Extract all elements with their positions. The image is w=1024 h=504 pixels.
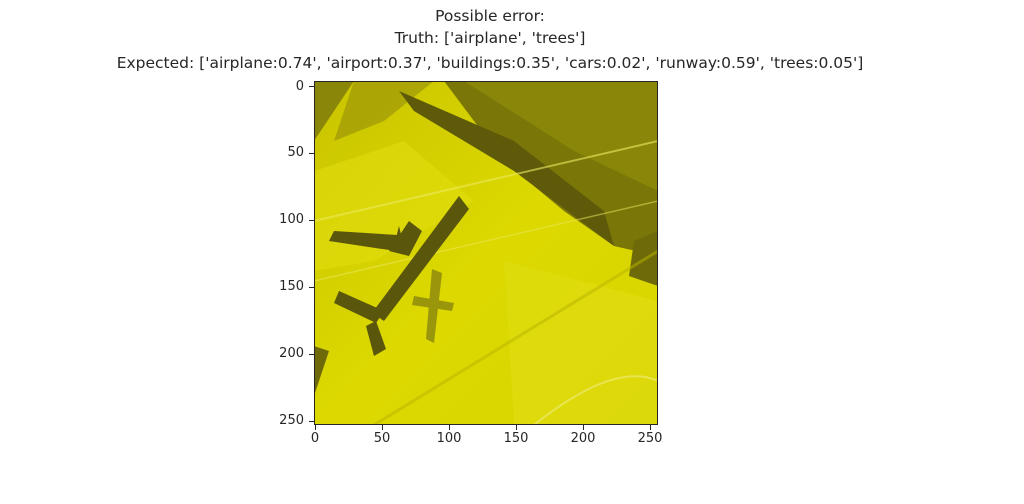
y-tick-mark [309,86,314,87]
x-tick-label: 50 [373,431,391,446]
figure-title-truth: Truth: ['airplane', 'trees'] [394,29,586,47]
y-tick-mark [309,421,314,422]
x-tick-label: 200 [570,431,596,446]
figure-title-line1: Possible error: [435,7,545,25]
x-tick-mark [382,425,383,430]
y-tick-label: 150 [279,279,304,294]
figure-title-expected: Expected: ['airplane:0.74', 'airport:0.3… [116,54,864,72]
y-tick-label: 200 [279,346,304,361]
y-tick-mark [309,354,314,355]
x-tick-label: 150 [503,431,529,446]
x-tick-mark [650,425,651,430]
y-tick-label: 250 [279,413,304,428]
x-tick-label: 0 [310,431,320,446]
x-tick-mark [516,425,517,430]
y-tick-label: 50 [287,145,304,160]
y-tick-mark [309,153,314,154]
aerial-image-plot [314,81,658,425]
x-tick-label: 100 [436,431,462,446]
aerial-photo-image [314,81,658,425]
x-tick-mark [449,425,450,430]
x-tick-mark [315,425,316,430]
y-tick-mark [309,287,314,288]
x-tick-label: 250 [637,431,663,446]
y-tick-label: 0 [295,79,304,94]
y-tick-label: 100 [279,212,304,227]
y-tick-mark [309,220,314,221]
x-tick-mark [583,425,584,430]
